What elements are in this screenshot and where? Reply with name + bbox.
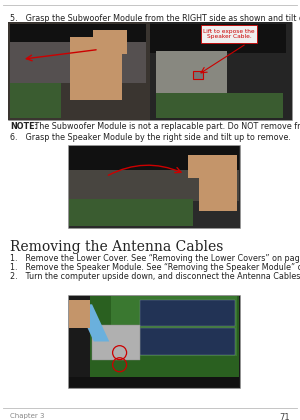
Text: 2.  Turn the computer upside down, and disconnect the Antenna Cables from the WL: 2. Turn the computer upside down, and di…	[10, 272, 300, 281]
Bar	[201, 25, 257, 43]
Bar	[10, 81, 61, 118]
Bar	[69, 146, 239, 173]
Bar	[92, 325, 140, 360]
Bar	[111, 296, 237, 357]
Bar	[69, 296, 239, 387]
Bar	[68, 145, 240, 228]
Bar	[10, 42, 146, 83]
Bar	[69, 170, 239, 202]
Bar	[69, 296, 90, 387]
Bar	[199, 166, 237, 211]
Bar	[156, 92, 284, 118]
Bar	[10, 24, 146, 45]
Text: Removing the Antenna Cables: Removing the Antenna Cables	[10, 240, 224, 254]
Bar	[70, 37, 122, 100]
Text: Lift to expose the
Speaker Cable.: Lift to expose the Speaker Cable.	[203, 29, 255, 39]
Bar	[69, 377, 239, 387]
Bar	[8, 22, 150, 120]
Bar	[150, 22, 292, 120]
Text: 6.  Grasp the Speaker Module by the right side and tilt up to remove.: 6. Grasp the Speaker Module by the right…	[10, 133, 291, 142]
Bar	[188, 155, 237, 178]
Text: 71: 71	[279, 413, 290, 420]
Bar	[69, 299, 90, 328]
Bar	[93, 30, 127, 54]
Polygon shape	[76, 304, 109, 341]
Text: 1.  Remove the Speaker Module. See “Removing the Speaker Module” on page 70.: 1. Remove the Speaker Module. See “Remov…	[10, 263, 300, 272]
Bar	[140, 328, 235, 354]
Text: 1.  Remove the Lower Cover. See “Removing the Lower Covers” on page 53.: 1. Remove the Lower Cover. See “Removing…	[10, 254, 300, 263]
Text: 5.  Grasp the Subwoofer Module from the RIGHT side as shown and tilt over and to: 5. Grasp the Subwoofer Module from the R…	[10, 14, 300, 23]
Bar	[140, 299, 235, 326]
Bar	[8, 22, 292, 120]
Text: Chapter 3: Chapter 3	[10, 413, 44, 419]
Bar	[150, 24, 286, 53]
Bar	[193, 71, 202, 79]
Text: The Subwoofer Module is not a replacable part. Do NOT remove from the computer.: The Subwoofer Module is not a replacable…	[32, 122, 300, 131]
Bar	[68, 295, 240, 388]
Text: NOTE:: NOTE:	[10, 122, 38, 131]
Bar	[156, 51, 227, 95]
Bar	[69, 199, 193, 226]
